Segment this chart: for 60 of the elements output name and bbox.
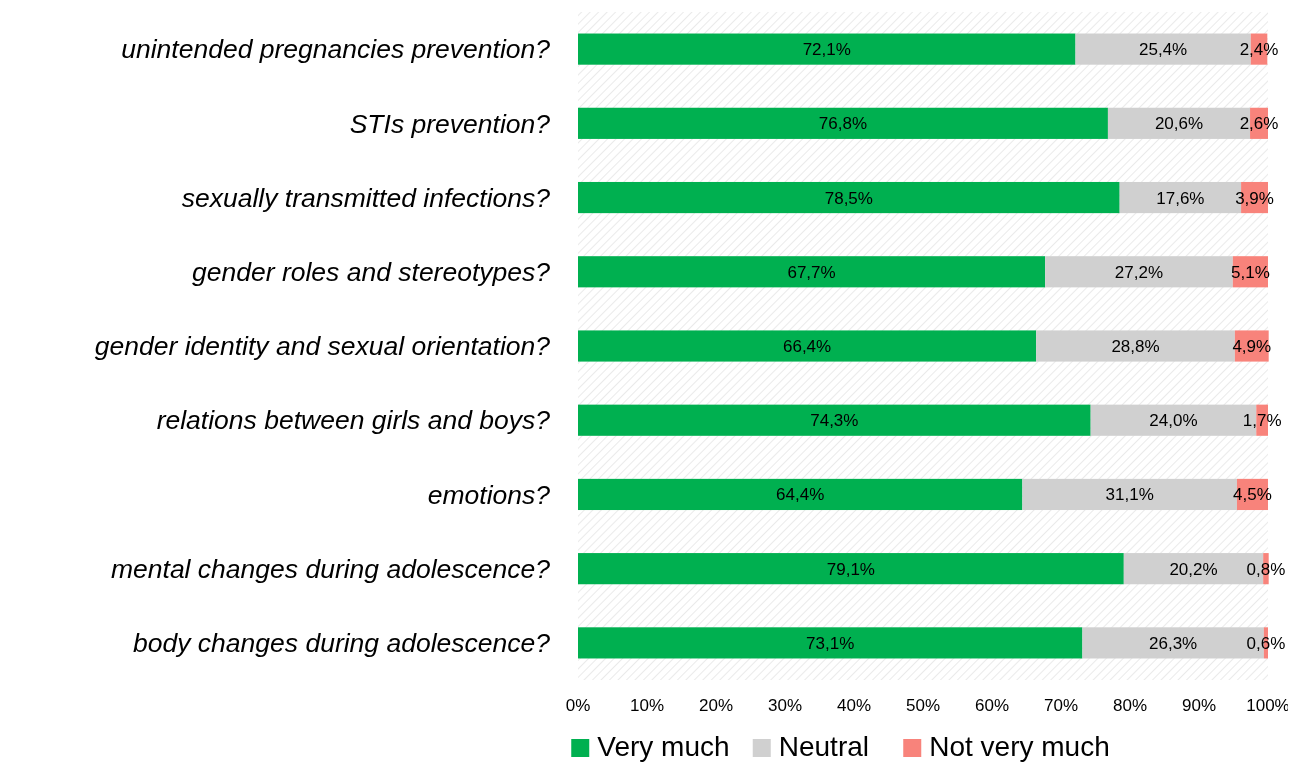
data-label: 4,9% (1232, 336, 1272, 356)
y-tick-label: gender identity and sexual orientation? (94, 331, 551, 362)
x-tick-label: 20% (698, 696, 734, 715)
data-label: 17,6% (1156, 188, 1205, 208)
data-label: 25,4% (1139, 40, 1188, 60)
x-tick-label: 90% (1181, 696, 1217, 715)
x-tick-label: 70% (1043, 696, 1079, 715)
data-label: 20,6% (1154, 114, 1204, 134)
data-label: 76,8% (818, 114, 868, 134)
legend-label: Not very much (929, 731, 1110, 762)
y-tick-label: STIs prevention? (349, 108, 551, 139)
bar (578, 627, 1083, 659)
bar (1045, 256, 1233, 288)
data-label: 27,2% (1114, 262, 1164, 282)
data-label: 73,1% (806, 633, 855, 653)
y-tick-label: relations between girls and boys? (156, 405, 551, 436)
legend-label: Very much (597, 731, 730, 762)
bar (578, 256, 1046, 288)
x-tick-label: 30% (767, 696, 803, 715)
x-tick-label: 50% (905, 696, 941, 715)
data-label: 4,5% (1233, 485, 1272, 505)
data-label: 66,4% (782, 336, 832, 356)
data-label: 79,1% (826, 559, 875, 579)
bar (578, 553, 1124, 585)
data-label: 31,1% (1105, 485, 1154, 505)
x-tick-label: 40% (836, 696, 872, 715)
y-tick-label: emotions? (427, 479, 551, 510)
x-tick-label: 0% (565, 696, 591, 715)
legend-label: Neutral (778, 731, 870, 762)
y-tick-label: mental changes during adolescence? (110, 553, 551, 584)
data-label: 64,4% (776, 485, 825, 505)
y-tick-label: gender roles and stereotypes? (192, 257, 551, 288)
data-label: 0,6% (1246, 633, 1286, 653)
bar (1036, 330, 1235, 362)
data-label: 67,7% (787, 262, 836, 282)
bar (578, 33, 1076, 65)
data-label: 3,9% (1235, 188, 1274, 208)
bar (578, 404, 1091, 436)
data-label: 20,2% (1169, 559, 1218, 579)
bar (578, 107, 1108, 139)
data-label: 2,4% (1239, 40, 1279, 60)
y-tick-label: body changes during adolescence? (133, 628, 551, 659)
data-label: 5,1% (1231, 262, 1270, 282)
y-tick-label: sexually transmitted infections? (181, 182, 551, 213)
data-label: 78,5% (824, 188, 873, 208)
bar (578, 330, 1037, 362)
data-label: 1,7% (1242, 411, 1282, 431)
data-label: 26,3% (1149, 633, 1198, 653)
data-label: 28,8% (1111, 336, 1160, 356)
x-tick-label: 60% (974, 696, 1010, 715)
bar (578, 181, 1120, 214)
y-tick-label: unintended pregnancies prevention? (121, 34, 551, 65)
data-label: 2,6% (1239, 114, 1279, 134)
x-tick-label: 10% (629, 696, 665, 715)
data-label: 72,1% (802, 40, 851, 60)
x-tick-label: 80% (1112, 696, 1148, 715)
bar (578, 478, 1023, 511)
data-label: 24,0% (1149, 411, 1198, 431)
data-label: 0,8% (1246, 559, 1286, 579)
data-label: 74,3% (810, 411, 859, 431)
